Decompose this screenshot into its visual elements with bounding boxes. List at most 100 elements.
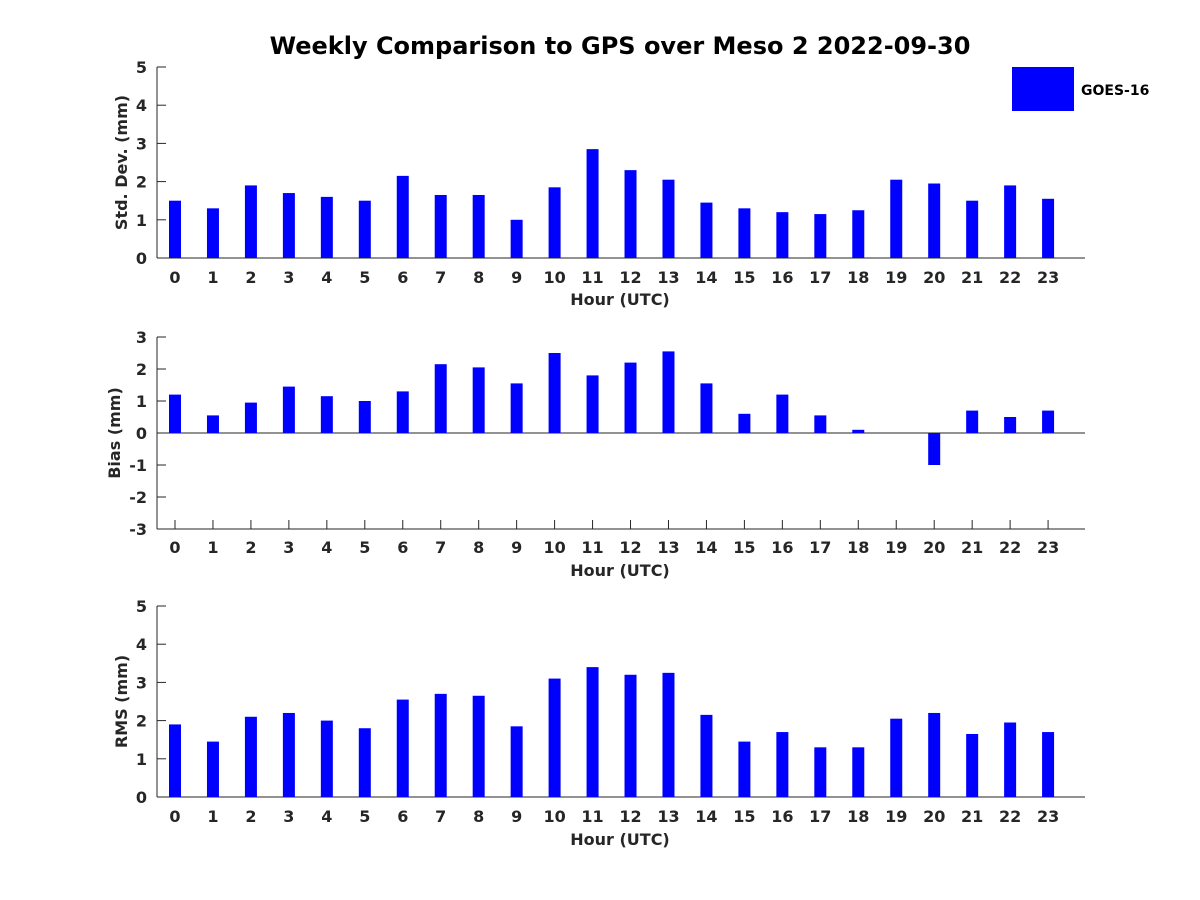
bias-bar [472, 367, 485, 433]
bias-x-tick-label: 5 [359, 538, 370, 557]
bias-x-tick-label: 12 [619, 538, 641, 557]
rms-bar [814, 747, 827, 797]
bias-x-tick-label: 14 [695, 538, 717, 557]
std-dev-bar [244, 185, 257, 258]
std-dev-bar [814, 214, 827, 258]
rms-bar [169, 724, 181, 797]
bias-bar [1042, 410, 1055, 433]
legend-label: GOES-16 [1081, 83, 1149, 99]
rms-bar [928, 712, 941, 797]
rms-bar [738, 741, 751, 797]
rms-bar [1004, 722, 1017, 797]
bias-x-tick-label: 3 [283, 538, 294, 557]
bias-y-tick-label: -2 [129, 488, 147, 507]
bias-x-tick-label: 0 [169, 538, 180, 557]
bias-bar [244, 402, 257, 433]
bias-bar [396, 391, 409, 433]
std-dev-x-tick-label: 2 [245, 268, 256, 287]
rms-x-tick-label: 22 [999, 807, 1021, 826]
bias-x-axis-label: Hour (UTC) [570, 561, 670, 580]
bias-bar [662, 351, 675, 433]
std-dev-bar [434, 194, 447, 258]
rms-bar [244, 716, 257, 797]
rms-x-tick-label: 7 [435, 807, 446, 826]
rms-bar [320, 720, 333, 797]
bias-bar [586, 375, 599, 433]
std-dev-y-tick-label: 2 [136, 173, 147, 192]
std-dev-y-tick-label: 3 [136, 134, 147, 153]
std-dev-bar [776, 212, 789, 258]
bias-y-tick-label: 3 [136, 328, 147, 347]
bias-x-tick-label: 19 [885, 538, 907, 557]
std-dev-bar [169, 200, 181, 258]
rms-x-tick-label: 5 [359, 807, 370, 826]
bias-x-tick-label: 7 [435, 538, 446, 557]
bias-y-tick-label: 2 [136, 360, 147, 379]
bias-x-tick-label: 11 [581, 538, 603, 557]
rms-bar [510, 726, 523, 797]
rms-x-tick-label: 18 [847, 807, 869, 826]
std-dev-x-tick-label: 10 [543, 268, 565, 287]
std-dev-x-tick-label: 13 [657, 268, 679, 287]
rms-y-tick-label: 4 [136, 635, 147, 654]
bias-x-tick-label: 15 [733, 538, 755, 557]
rms-x-tick-label: 10 [543, 807, 565, 826]
std-dev-x-tick-label: 0 [169, 268, 180, 287]
rms-x-tick-label: 14 [695, 807, 717, 826]
std-dev-x-tick-label: 20 [923, 268, 945, 287]
bias-x-tick-label: 9 [511, 538, 522, 557]
std-dev-x-axis-label: Hour (UTC) [570, 290, 670, 309]
rms-x-tick-label: 20 [923, 807, 945, 826]
rms-bar [586, 667, 599, 797]
std-dev-bar [1004, 185, 1017, 258]
rms-y-axis-label: RMS (mm) [112, 655, 131, 748]
std-dev-x-tick-label: 8 [473, 268, 484, 287]
std-dev-bar [320, 196, 333, 258]
bias-bar [169, 394, 181, 433]
std-dev-bar [282, 193, 295, 258]
rms-x-tick-label: 21 [961, 807, 983, 826]
bias-bar [814, 415, 827, 433]
rms-x-tick-label: 6 [397, 807, 408, 826]
rms-bar [662, 672, 675, 797]
bias-x-tick-label: 8 [473, 538, 484, 557]
std-dev-y-axis-label: Std. Dev. (mm) [112, 95, 131, 230]
bias-y-tick-label: -1 [129, 456, 147, 475]
rms-x-axis-label: Hour (UTC) [570, 830, 670, 849]
rms-y-tick-label: 1 [136, 750, 147, 769]
bias-bar [700, 383, 713, 433]
bias-x-tick-label: 16 [771, 538, 793, 557]
std-dev-x-tick-label: 1 [207, 268, 218, 287]
rms-x-tick-label: 15 [733, 807, 755, 826]
std-dev-x-tick-label: 19 [885, 268, 907, 287]
bias-bar [966, 410, 979, 433]
bias-bar [624, 362, 637, 433]
std-dev-y-tick-label: 4 [136, 96, 147, 115]
bias-y-tick-label: 1 [136, 392, 147, 411]
rms-x-tick-label: 12 [619, 807, 641, 826]
bias-bar [206, 415, 219, 433]
rms-bar [282, 712, 295, 797]
bias-bar [1004, 417, 1017, 433]
rms-x-tick-label: 11 [581, 807, 603, 826]
std-dev-x-tick-label: 6 [397, 268, 408, 287]
std-dev-y-tick-label: 0 [136, 249, 147, 268]
rms-y-tick-label: 3 [136, 673, 147, 692]
std-dev-bar [1042, 198, 1055, 258]
std-dev-x-tick-label: 7 [435, 268, 446, 287]
std-dev-x-tick-label: 16 [771, 268, 793, 287]
rms-bar [624, 674, 637, 797]
std-dev-bar [548, 187, 561, 258]
std-dev-x-tick-label: 17 [809, 268, 831, 287]
bias-x-tick-label: 13 [657, 538, 679, 557]
bias-x-tick-label: 2 [245, 538, 256, 557]
bias-x-tick-label: 18 [847, 538, 869, 557]
std-dev-bar [586, 149, 599, 258]
bias-bar [776, 394, 789, 433]
rms-x-tick-label: 1 [207, 807, 218, 826]
std-dev-bar [852, 210, 865, 258]
std-dev-x-tick-label: 23 [1037, 268, 1059, 287]
bias-x-tick-label: 22 [999, 538, 1021, 557]
